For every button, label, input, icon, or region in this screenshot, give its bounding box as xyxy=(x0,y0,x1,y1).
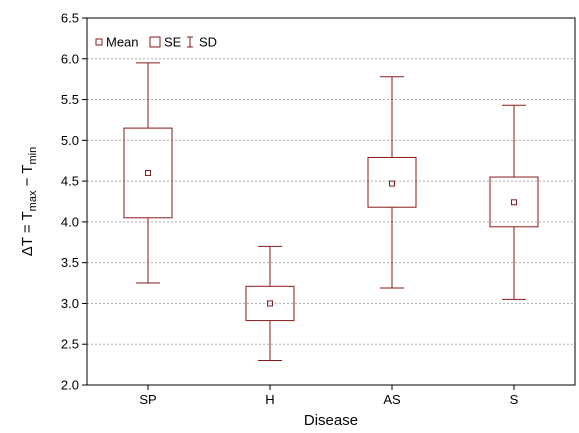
box-group xyxy=(367,76,417,289)
legend-sd-marker xyxy=(187,36,193,48)
y-tick-label: 6.0 xyxy=(61,51,79,66)
se-box xyxy=(245,285,295,322)
legend-se-label: SE xyxy=(164,35,182,50)
mean-marker xyxy=(511,199,517,206)
se-box xyxy=(489,176,539,228)
y-tick-label: 5.0 xyxy=(61,133,79,148)
legend-mean-label: Mean xyxy=(106,35,139,50)
y-axis-label-prefix: ΔT = T xyxy=(19,211,36,256)
x-tick-label: AS xyxy=(383,392,401,407)
y-tick-label: 3.5 xyxy=(61,255,79,270)
se-box xyxy=(367,156,417,208)
y-tick-label: 5.5 xyxy=(61,92,79,107)
grid-lines xyxy=(87,58,575,345)
y-axis-label: ΔT = Tmax − Tmin xyxy=(19,147,39,256)
x-tick-label: SP xyxy=(139,392,156,407)
y-axis-label-mid: − T xyxy=(19,165,36,191)
mean-marker xyxy=(389,180,395,187)
y-tick-label: 4.0 xyxy=(61,214,79,229)
y-tick-label: 4.5 xyxy=(61,174,79,189)
legend-sd-label: SD xyxy=(199,35,217,50)
x-axis-ticks: SP H AS S xyxy=(139,385,519,407)
x-axis-label: Disease xyxy=(304,412,358,429)
mean-marker xyxy=(267,300,273,307)
y-tick-label: 3.0 xyxy=(61,296,79,311)
y-tick-label: 6.5 xyxy=(61,11,79,26)
y-axis-ticks: 2.0 2.5 3.0 3.5 4.0 4.5 5.0 5.5 6.0 6.5 xyxy=(61,11,87,393)
y-axis-label-sub-max: max xyxy=(27,190,39,211)
se-box xyxy=(123,127,173,219)
x-tick-label: S xyxy=(510,392,519,407)
y-tick-label: 2.0 xyxy=(61,378,79,393)
plot-frame xyxy=(86,17,576,386)
legend-mean-marker xyxy=(95,38,103,46)
mean-marker xyxy=(145,169,151,176)
legend-se-marker xyxy=(149,36,161,48)
legend: Mean SE SD xyxy=(95,35,217,50)
box-series xyxy=(123,62,539,362)
x-tick-label: H xyxy=(265,392,274,407)
box-group xyxy=(123,62,173,284)
y-tick-label: 2.5 xyxy=(61,337,79,352)
y-axis-label-sub-min: min xyxy=(27,147,39,165)
box-group xyxy=(245,245,295,362)
box-group xyxy=(489,104,539,300)
